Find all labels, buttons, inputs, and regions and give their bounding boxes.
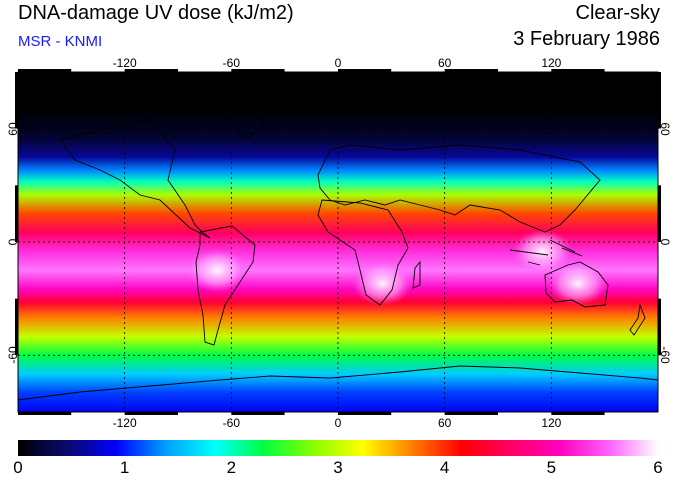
frame-segment xyxy=(658,242,661,299)
lon-tick-label-top: 0 xyxy=(334,56,342,70)
frame-segment xyxy=(178,69,232,72)
frame-segment xyxy=(178,412,232,415)
frame-segment xyxy=(15,72,18,129)
frame-segment xyxy=(231,69,285,72)
frame-segment xyxy=(18,69,72,72)
frame-segment xyxy=(15,242,18,299)
map-title: DNA-damage UV dose (kJ/m2) xyxy=(18,2,294,24)
lat-tick-label-right: 60 xyxy=(658,121,672,136)
frame-segment xyxy=(391,69,445,72)
hotspot-1 xyxy=(352,261,413,306)
lat-tick-label-left: 60 xyxy=(6,121,20,136)
lon-tick-label-bottom: -60 xyxy=(222,416,240,430)
frame-segment xyxy=(124,412,178,415)
colorbar-tick-label: 2 xyxy=(226,458,237,477)
colorbar-tick-label: 0 xyxy=(13,458,23,477)
frame-segment xyxy=(338,412,392,415)
lon-tick-label-bottom: 0 xyxy=(334,416,342,430)
lat-tick-label-left: -60 xyxy=(6,346,20,364)
frame-segment xyxy=(444,69,498,72)
frame-segment xyxy=(284,412,338,415)
frame-segment xyxy=(604,412,658,415)
frame-segment xyxy=(658,355,661,412)
hotspot-3 xyxy=(512,229,573,274)
colorbar-tick-label: 6 xyxy=(653,458,663,477)
lat-tick-label-right: 0 xyxy=(658,238,672,246)
sky-condition: Clear-sky xyxy=(575,2,660,24)
frame-segment xyxy=(338,69,392,72)
lon-tick-label-top: -120 xyxy=(112,56,137,70)
frame-segment xyxy=(604,69,658,72)
map-date: 3 February 1986 xyxy=(513,28,660,50)
lon-tick-label-top: 60 xyxy=(437,56,452,70)
colorbar xyxy=(18,440,658,456)
map-frame xyxy=(17,71,659,413)
frame-segment xyxy=(551,69,605,72)
frame-segment xyxy=(658,72,661,129)
frame-segment xyxy=(444,412,498,415)
hotspot-2 xyxy=(548,261,608,306)
frame-segment xyxy=(498,412,552,415)
frame-segment xyxy=(658,298,661,356)
frame-segment xyxy=(124,69,178,72)
lon-tick-label-bottom: 60 xyxy=(437,416,452,430)
lon-tick-label-top: -60 xyxy=(222,56,240,70)
colorbar-tick-label: 5 xyxy=(546,458,557,477)
lon-tick-label-bottom: 120 xyxy=(541,416,562,430)
colorbar-tick-label: 3 xyxy=(333,458,343,477)
lon-tick-label-bottom: -120 xyxy=(112,416,137,430)
frame-segment xyxy=(71,412,125,415)
hotspot-0 xyxy=(187,248,248,293)
lat-tick-label-right: -60 xyxy=(658,346,672,364)
lat-tick-label-left: 0 xyxy=(6,238,20,246)
lon-tick-label-top: 120 xyxy=(541,56,562,70)
frame-segment xyxy=(658,185,661,242)
frame-segment xyxy=(18,412,72,415)
coastlines xyxy=(18,91,658,401)
frame-segment xyxy=(284,69,338,72)
frame-segment xyxy=(551,412,605,415)
frame-segment xyxy=(71,69,125,72)
frame-segment xyxy=(15,128,18,186)
frame-segment xyxy=(15,298,18,356)
frame-segment xyxy=(231,412,285,415)
frame-segment xyxy=(15,355,18,412)
source-label: MSR - KNMI xyxy=(18,33,103,50)
colorbar-tick-label: 4 xyxy=(439,458,450,477)
frame-segment xyxy=(498,69,552,72)
frame-segment xyxy=(15,185,18,242)
frame-segment xyxy=(658,128,661,186)
colorbar-tick-label: 1 xyxy=(119,458,130,477)
frame-segment xyxy=(391,412,445,415)
